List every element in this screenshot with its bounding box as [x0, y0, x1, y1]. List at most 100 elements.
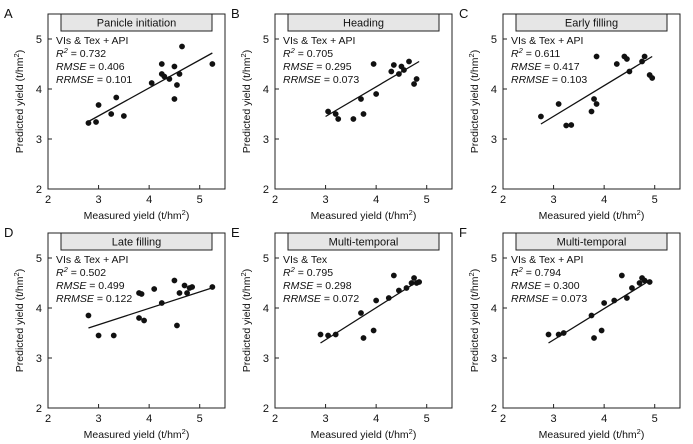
- data-point: [601, 300, 608, 306]
- data-point: [626, 68, 633, 75]
- data-point: [639, 58, 645, 65]
- stats-rrmse: RRMSE = 0.103: [511, 74, 587, 86]
- data-point: [641, 53, 648, 60]
- y-tick-label: 4: [491, 84, 497, 96]
- data-point: [588, 312, 595, 319]
- data-point: [108, 111, 115, 117]
- x-tick-label: 4: [601, 194, 607, 206]
- data-point: [563, 122, 570, 129]
- chart-title: Multi-temporal: [329, 237, 399, 249]
- data-point: [591, 335, 597, 341]
- stats-features: VIs & Tex + API: [283, 35, 355, 47]
- data-point: [189, 284, 196, 290]
- x-tick-label: 4: [601, 413, 607, 425]
- stats-rrmse: RRMSE = 0.122: [56, 293, 132, 305]
- data-point: [171, 63, 178, 70]
- x-tick-label: 3: [96, 194, 102, 206]
- x-tick-label: 4: [146, 413, 152, 425]
- chart-title: Early filling: [565, 18, 618, 30]
- data-point: [646, 279, 653, 285]
- y-tick-label: 4: [263, 303, 269, 315]
- data-point: [408, 280, 415, 286]
- panel-label: E: [231, 225, 240, 240]
- x-tick-label: 3: [323, 413, 329, 425]
- stats-rrmse: RRMSE = 0.073: [511, 293, 587, 305]
- y-axis-label: Predicted yield (t/hm2): [467, 50, 482, 153]
- plot-frame: [47, 13, 226, 190]
- data-point: [613, 61, 620, 67]
- panel-e: E Multi-temporal 2 3 4 5 2 3 4 5 Measured yield (t…: [231, 225, 453, 442]
- x-tick-label: 2: [272, 194, 278, 206]
- data-point: [174, 322, 180, 329]
- stats-features: VIs & Tex + API: [56, 254, 128, 266]
- data-point: [411, 275, 417, 281]
- stats-rmse: RMSE = 0.499: [56, 280, 125, 292]
- data-point: [370, 327, 377, 334]
- plot-frame: [274, 13, 453, 190]
- regression-line: [88, 52, 213, 123]
- data-point: [158, 61, 165, 67]
- data-point: [358, 310, 364, 316]
- y-axis-label: Predicted yield (t/hm2): [12, 50, 27, 153]
- data-point: [545, 331, 552, 338]
- stats-rrmse: RRMSE = 0.101: [56, 74, 132, 86]
- y-tick-label: 5: [36, 253, 42, 265]
- data-point: [593, 53, 600, 60]
- panel-f: F Multi-temporal 2 3 4 5 2 3 4 5 Measured yield (t…: [459, 225, 681, 442]
- x-tick-label: 3: [96, 413, 102, 425]
- title-bar: [60, 232, 213, 251]
- x-tick-label: 2: [500, 194, 506, 206]
- y-tick-label: 5: [491, 34, 497, 46]
- data-point: [360, 335, 367, 341]
- panel-c: C Early filling 2 3 4 5 2 3 4 5 Measured yield (t/…: [459, 6, 681, 222]
- stats-r2: R2 = 0.732: [56, 46, 106, 61]
- y-axis-label: Predicted yield (t/hm2): [239, 50, 254, 153]
- data-point: [317, 331, 324, 338]
- panel-label: D: [4, 225, 13, 240]
- y-tick-label: 4: [36, 303, 42, 315]
- data-point: [390, 272, 397, 279]
- data-point: [95, 102, 102, 108]
- stats-rmse: RMSE = 0.295: [283, 61, 352, 73]
- data-point: [649, 75, 656, 81]
- x-tick-label: 5: [197, 413, 203, 425]
- data-point: [390, 62, 397, 68]
- x-tick-label: 2: [272, 413, 278, 425]
- x-tick-label: 4: [146, 194, 152, 206]
- y-tick-label: 2: [263, 184, 269, 196]
- stats-r2: R2 = 0.795: [283, 265, 333, 280]
- y-axis-label: Predicted yield (t/hm2): [239, 269, 254, 372]
- y-tick-label: 5: [263, 253, 269, 265]
- x-axis-label: Measured yield (t/hm2): [539, 427, 645, 442]
- data-point: [411, 81, 417, 87]
- stats-r2: R2 = 0.794: [511, 265, 561, 280]
- data-point: [360, 111, 367, 117]
- y-tick-label: 5: [491, 253, 497, 265]
- data-point: [396, 71, 402, 77]
- data-point: [171, 277, 178, 284]
- plot-frame: [274, 232, 453, 409]
- data-point: [138, 291, 145, 297]
- stats-features: VIs & Tex + API: [511, 254, 583, 266]
- y-tick-label: 2: [491, 403, 497, 415]
- data-point: [176, 290, 183, 296]
- data-point: [335, 116, 342, 122]
- y-tick-label: 4: [36, 84, 42, 96]
- data-point: [174, 82, 180, 88]
- x-axis-label: Measured yield (t/hm2): [311, 427, 417, 442]
- stats-features: VIs & Tex + API: [56, 35, 128, 47]
- data-point: [151, 286, 158, 292]
- panel-label: C: [459, 6, 468, 21]
- data-point: [538, 113, 544, 120]
- data-point: [598, 327, 605, 334]
- data-point: [332, 331, 339, 338]
- data-point: [136, 315, 142, 321]
- chart-title: Heading: [343, 18, 384, 30]
- panel-label: F: [459, 225, 467, 240]
- title-bar: [515, 232, 668, 251]
- stats-rrmse: RRMSE = 0.073: [283, 74, 359, 86]
- title-bar: [287, 13, 440, 32]
- data-point: [184, 290, 190, 296]
- data-point: [148, 80, 155, 86]
